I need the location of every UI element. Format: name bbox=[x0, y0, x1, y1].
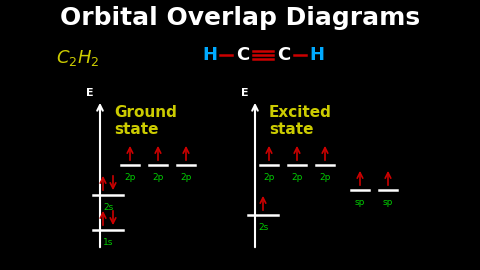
Text: C: C bbox=[277, 46, 290, 64]
Text: 2p: 2p bbox=[124, 173, 136, 182]
Text: Orbital Overlap Diagrams: Orbital Overlap Diagrams bbox=[60, 6, 420, 30]
Text: sp: sp bbox=[355, 198, 365, 207]
Text: state: state bbox=[114, 122, 158, 137]
Text: 2s: 2s bbox=[258, 223, 268, 232]
Text: Ground: Ground bbox=[114, 105, 177, 120]
Text: E: E bbox=[86, 88, 94, 98]
Text: Excited: Excited bbox=[269, 105, 332, 120]
Text: 2s: 2s bbox=[103, 203, 113, 212]
Text: 2p: 2p bbox=[180, 173, 192, 182]
Text: sp: sp bbox=[383, 198, 393, 207]
Text: E: E bbox=[241, 88, 249, 98]
Text: 2p: 2p bbox=[319, 173, 331, 182]
Text: 2p: 2p bbox=[152, 173, 164, 182]
Text: 1s: 1s bbox=[103, 238, 113, 247]
Text: C: C bbox=[236, 46, 250, 64]
Text: $\mathit{C_2H_2}$: $\mathit{C_2H_2}$ bbox=[56, 48, 100, 68]
Text: H: H bbox=[203, 46, 217, 64]
Text: 2p: 2p bbox=[264, 173, 275, 182]
Text: H: H bbox=[310, 46, 324, 64]
Text: 2p: 2p bbox=[291, 173, 303, 182]
Text: state: state bbox=[269, 122, 313, 137]
